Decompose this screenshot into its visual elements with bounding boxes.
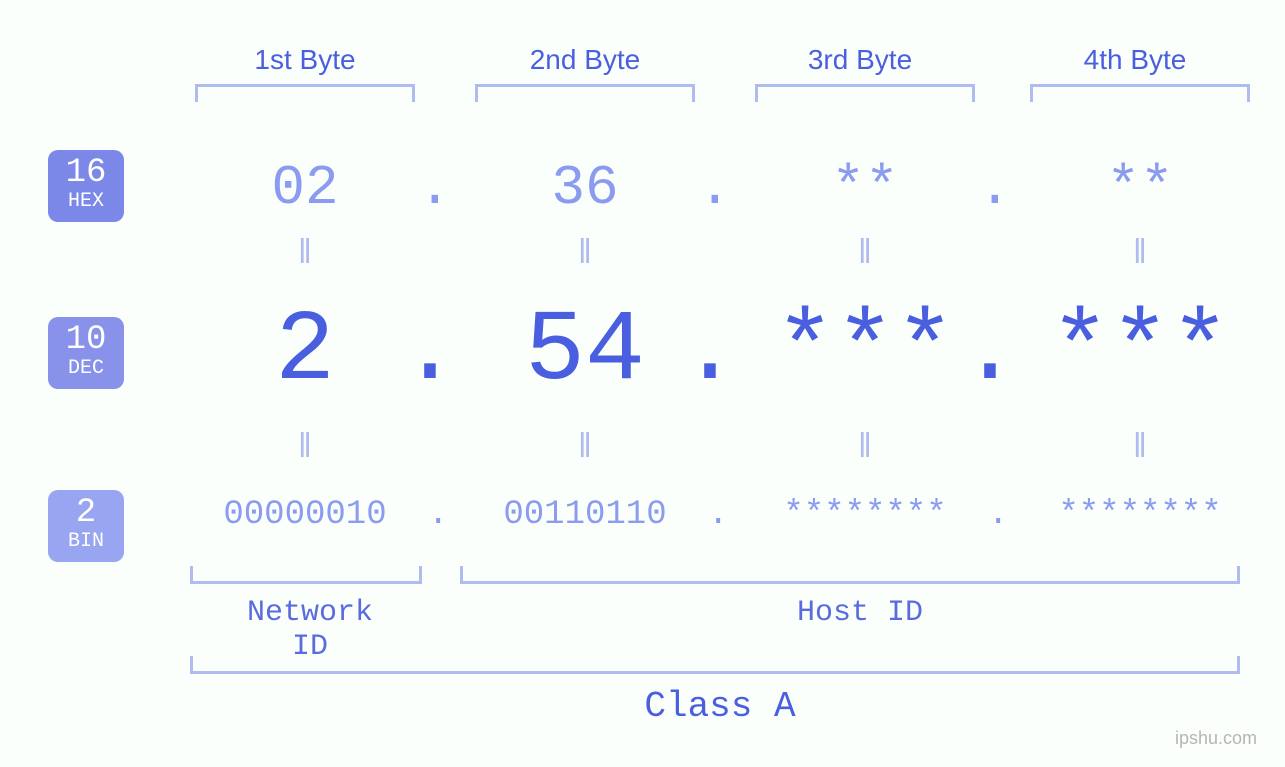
- byte-label-2: 2nd Byte: [515, 44, 655, 76]
- hex-dot-3: .: [978, 156, 1012, 220]
- eq-2-2: ǁ: [565, 430, 605, 468]
- top-bracket-1: [195, 84, 415, 102]
- dec-dot-2: .: [680, 296, 740, 409]
- dec-byte-3: ***: [750, 296, 980, 409]
- badge-hex-name: HEX: [48, 192, 124, 212]
- badge-dec-name: DEC: [48, 359, 124, 379]
- badge-bin: 2 BIN: [48, 490, 124, 562]
- bin-dot-2: .: [708, 496, 728, 534]
- hex-dot-1: .: [418, 156, 452, 220]
- class-label: Class A: [600, 686, 840, 727]
- badge-bin-name: BIN: [48, 532, 124, 552]
- hex-dot-2: .: [698, 156, 732, 220]
- eq-1-1: ǁ: [285, 236, 325, 274]
- byte-label-4: 4th Byte: [1070, 44, 1200, 76]
- dec-byte-4: ***: [1025, 296, 1255, 409]
- bin-byte-4: ********: [1025, 496, 1255, 534]
- eq-1-3: ǁ: [845, 236, 885, 274]
- hex-byte-4: **: [1075, 156, 1205, 220]
- eq-2-3: ǁ: [845, 430, 885, 468]
- network-id-label: Network ID: [220, 596, 400, 664]
- bin-dot-1: .: [428, 496, 448, 534]
- watermark: ipshu.com: [1175, 728, 1257, 749]
- byte-label-3: 3rd Byte: [795, 44, 925, 76]
- hex-byte-2: 36: [520, 156, 650, 220]
- host-id-bracket: [460, 566, 1240, 584]
- bin-byte-2: 00110110: [470, 496, 700, 534]
- host-id-label: Host ID: [780, 596, 940, 630]
- eq-2-4: ǁ: [1120, 430, 1160, 468]
- network-id-bracket: [190, 566, 422, 584]
- eq-1-2: ǁ: [565, 236, 605, 274]
- badge-dec: 10 DEC: [48, 317, 124, 389]
- eq-2-1: ǁ: [285, 430, 325, 468]
- top-bracket-4: [1030, 84, 1250, 102]
- badge-bin-base: 2: [48, 496, 124, 530]
- ip-byte-diagram: 16 HEX 10 DEC 2 BIN 1st Byte 2nd Byte 3r…: [0, 0, 1285, 767]
- hex-byte-3: **: [800, 156, 930, 220]
- class-bracket: [190, 656, 1240, 674]
- dec-dot-3: .: [960, 296, 1020, 409]
- top-bracket-3: [755, 84, 975, 102]
- badge-hex: 16 HEX: [48, 150, 124, 222]
- eq-1-4: ǁ: [1120, 236, 1160, 274]
- dec-byte-2: 54: [480, 296, 690, 409]
- byte-label-1: 1st Byte: [245, 44, 365, 76]
- hex-byte-1: 02: [240, 156, 370, 220]
- badge-hex-base: 16: [48, 156, 124, 190]
- dec-byte-1: 2: [210, 296, 400, 409]
- top-bracket-2: [475, 84, 695, 102]
- dec-dot-1: .: [400, 296, 460, 409]
- bin-byte-1: 00000010: [190, 496, 420, 534]
- badge-dec-base: 10: [48, 323, 124, 357]
- bin-byte-3: ********: [750, 496, 980, 534]
- bin-dot-3: .: [988, 496, 1008, 534]
